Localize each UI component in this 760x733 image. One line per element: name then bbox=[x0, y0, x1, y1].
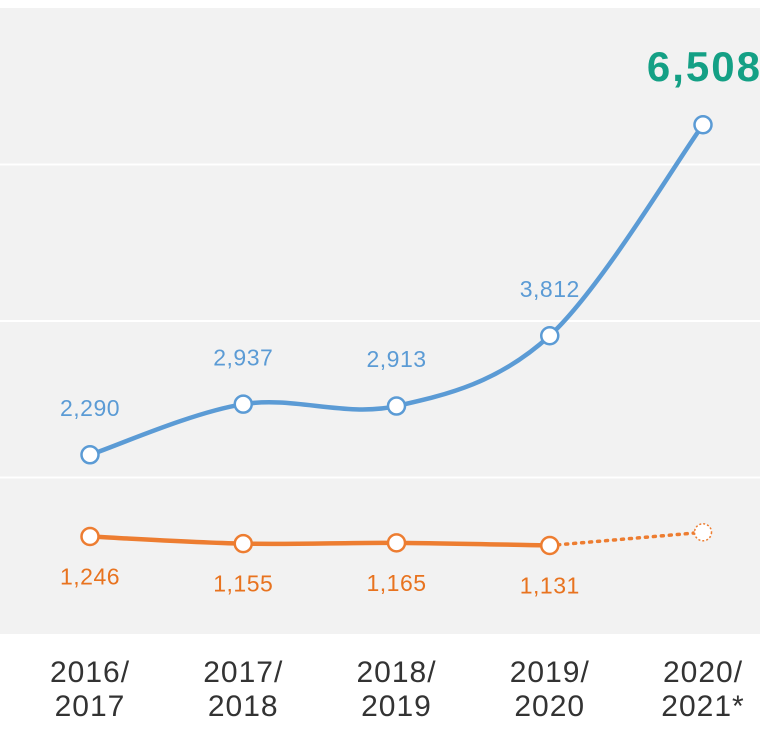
x-tick-label: 2017/ 2018 bbox=[203, 656, 284, 723]
data-point bbox=[540, 325, 560, 346]
series-line bbox=[87, 534, 552, 548]
data-label: 2,290 bbox=[60, 395, 120, 421]
x-tick-label: 2020/ 2021* bbox=[661, 656, 745, 723]
data-point bbox=[693, 114, 713, 135]
data-point bbox=[386, 533, 407, 553]
x-tick-label: 2016/ 2017 bbox=[49, 656, 131, 723]
chart: 2,290 2,937 2,913 3,812 6,508 1,246 1,155 1,165… bbox=[0, 8, 760, 634]
series-line bbox=[87, 122, 706, 458]
data-label: 2,913 bbox=[366, 346, 426, 372]
data-label: 1,131 bbox=[520, 573, 580, 599]
data-point bbox=[80, 445, 100, 465]
data-point bbox=[233, 394, 253, 414]
data-label: 1,155 bbox=[213, 571, 273, 597]
data-label: 3,812 bbox=[520, 276, 580, 302]
highlight-label: 6,508 bbox=[647, 43, 760, 90]
data-point bbox=[80, 526, 100, 547]
data-point bbox=[540, 535, 560, 556]
data-point bbox=[693, 523, 713, 542]
data-label: 1,165 bbox=[366, 570, 426, 596]
x-tick-label: 2018/ 2019 bbox=[356, 656, 437, 723]
data-point bbox=[233, 533, 253, 554]
data-label: 1,246 bbox=[60, 564, 120, 590]
data-label: 2,937 bbox=[213, 344, 273, 370]
projected-line bbox=[548, 530, 705, 548]
data-point bbox=[386, 396, 407, 416]
x-tick-label: 2019/ 2020 bbox=[509, 656, 590, 723]
